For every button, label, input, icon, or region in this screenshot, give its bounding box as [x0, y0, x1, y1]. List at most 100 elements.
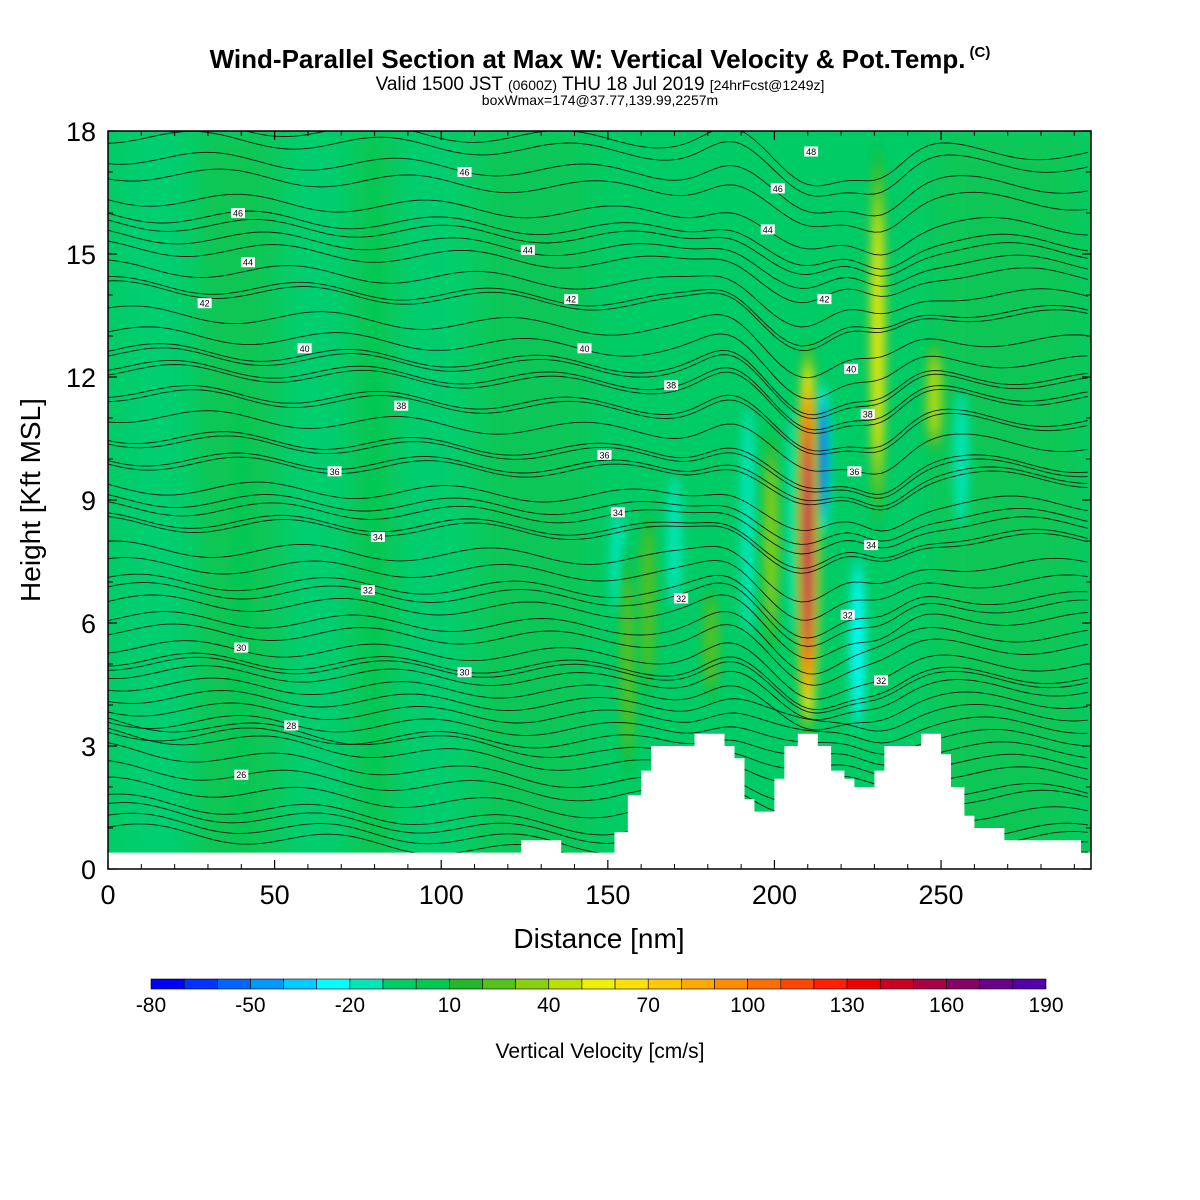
theta-label-text: 32: [363, 586, 373, 596]
colorbar-tick-label: -80: [136, 994, 166, 1017]
theta-label-box: [674, 593, 689, 604]
x-tick-label: 200: [752, 880, 797, 910]
theta-contour-line: [108, 573, 1088, 639]
theta-label-box: [240, 257, 255, 268]
theta-contour-label: 30: [457, 667, 472, 678]
x-tick-label: 250: [919, 880, 964, 910]
theta-label-text: 32: [876, 676, 886, 686]
theta-contour-label: 40: [844, 363, 859, 374]
theta-label-text: 46: [460, 168, 470, 178]
theta-contour-label: 28: [284, 720, 299, 731]
colorbar-swatch: [614, 978, 649, 990]
theta-contour-line: [108, 690, 1088, 732]
theta-label-box: [564, 294, 579, 305]
theta-label-box: [370, 531, 385, 542]
subtitle-forecast: [24hrFcst@1249z]: [709, 77, 825, 93]
theta-label-text: 34: [866, 541, 876, 551]
velocity-contour: [954, 394, 968, 524]
theta-contour-label: 44: [240, 257, 255, 268]
y-tick-label: 3: [81, 732, 96, 762]
y-tick-label: 12: [66, 363, 96, 393]
theta-label-box: [360, 585, 375, 596]
x-tick-label: 100: [419, 880, 464, 910]
colorbar-swatch: [283, 978, 318, 990]
theta-contour-line: [108, 280, 1088, 351]
theta-contour-line: [108, 456, 1088, 511]
colorbar-swatch: [813, 978, 848, 990]
theta-contour-line: [108, 343, 1088, 416]
colorbar-tick-label: -20: [335, 994, 365, 1017]
theta-contour-label: 26: [234, 769, 249, 780]
colorbar-swatch: [382, 978, 417, 990]
colorbar-swatch: [415, 978, 450, 990]
contour-labels: 26 28 30 30 32 32 32 32 34 34 34 36 36 36 38 38 38 40 40 40…: [197, 146, 889, 780]
theta-contour-label: 40: [577, 343, 592, 354]
theta-contour-label: 38: [664, 380, 679, 391]
velocity-cell: [618, 541, 638, 787]
colorbar-label: Vertical Velocity [cm/s]: [496, 1040, 705, 1063]
colorbar-tick-label: 190: [1028, 994, 1063, 1017]
theta-contour-label: 32: [874, 675, 889, 686]
theta-contour-line: [108, 218, 1088, 277]
theta-contour-line: [108, 481, 1088, 532]
theta-label-text: 28: [286, 721, 296, 731]
theta-label-text: 46: [773, 184, 783, 194]
theta-contour-line: [108, 229, 1088, 289]
theta-label-box: [394, 400, 409, 411]
y-axis-label: Height [Kft MSL]: [15, 398, 46, 602]
theta-contour-label: 32: [840, 609, 855, 620]
colorbar-tick-label: 160: [929, 994, 964, 1017]
theta-contour-line: [108, 512, 1088, 569]
chart-title-text: Wind-Parallel Section at Max W: Vertical…: [209, 44, 966, 74]
velocity-cell: [231, 377, 251, 869]
theta-label-text: 38: [396, 401, 406, 411]
theta-contour-line: [108, 594, 1088, 660]
theta-label-box: [760, 224, 775, 235]
theta-contour-label: 36: [847, 466, 862, 477]
chart-subtitle-box-wmax: boxWmax=174@37.77,139.99,2257m: [481, 92, 719, 108]
theta-contour-line: [108, 151, 1088, 217]
theta-contour-label: 36: [327, 466, 342, 477]
theta-label-box: [234, 642, 249, 653]
colorbar-tick-label: -50: [235, 994, 265, 1017]
theta-contour-line: [108, 557, 1088, 621]
theta-label-box: [770, 183, 785, 194]
theta-contour-label: 32: [674, 593, 689, 604]
theta-contour-line: [108, 611, 1088, 675]
colorbar-swatch: [349, 978, 384, 990]
background-band: [404, 131, 478, 869]
theta-label-text: 36: [849, 467, 859, 477]
velocity-contour: [766, 462, 776, 620]
y-tick-label: 6: [81, 609, 96, 639]
y-tick-label: 18: [66, 117, 96, 147]
theta-contour-line: [108, 305, 1088, 379]
theta-contour-line: [108, 435, 1088, 499]
theta-contour-line: [108, 652, 1088, 711]
theta-contour-line: [108, 540, 1088, 603]
theta-label-text: 38: [863, 409, 873, 419]
theta-label-text: 36: [330, 467, 340, 477]
theta-contour-label: 42: [197, 298, 212, 309]
theta-contour-label: 32: [360, 585, 375, 596]
theta-contour-line: [108, 168, 1088, 233]
theta-label-text: 42: [819, 295, 829, 305]
theta-contour-line: [108, 131, 1088, 197]
subtitle-valid-time: Valid 1500 JST: [375, 74, 503, 95]
x-axis-label: Distance [nm]: [513, 923, 684, 954]
theta-label-box: [234, 769, 249, 780]
velocity-contour: [804, 438, 811, 644]
subtitle-date: THU 18 Jul 2019: [561, 74, 705, 95]
theta-contour-line: [108, 501, 1088, 555]
theta-label-text: 30: [460, 668, 470, 678]
colorbar-tick-label: 10: [438, 994, 461, 1017]
theta-contour-line: [108, 326, 1088, 400]
theta-label-text: 42: [566, 295, 576, 305]
theta-label-box: [230, 208, 245, 218]
theta-label-text: 44: [243, 258, 253, 268]
theta-label-box: [664, 380, 679, 391]
theta-contour-line: [108, 665, 1088, 721]
theta-label-box: [844, 363, 859, 374]
velocity-cell: [761, 418, 781, 664]
x-tick-label: 0: [100, 880, 115, 910]
copyright-mark: (C): [969, 44, 991, 61]
